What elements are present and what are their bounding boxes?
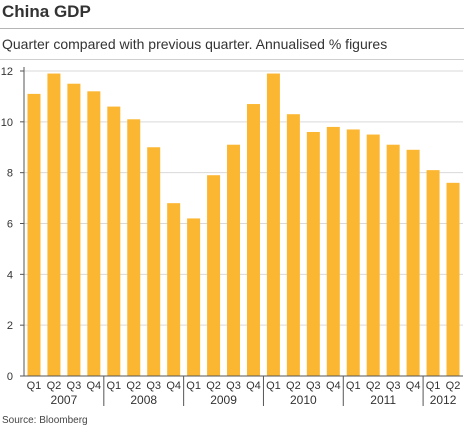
x-tick-label: Q3 bbox=[146, 380, 161, 392]
y-tick-label: 10 bbox=[1, 117, 13, 129]
bar bbox=[167, 203, 181, 376]
bar bbox=[286, 114, 300, 377]
year-label: 2012 bbox=[430, 393, 457, 407]
x-tick-label: Q2 bbox=[286, 380, 301, 392]
source-note: Source: Bloomberg bbox=[2, 415, 88, 426]
bar bbox=[87, 91, 101, 376]
bar bbox=[446, 182, 460, 376]
x-tick-label: Q4 bbox=[86, 380, 101, 392]
bar bbox=[266, 73, 280, 376]
x-tick-label: Q3 bbox=[386, 380, 401, 392]
bar bbox=[127, 119, 141, 376]
bar bbox=[426, 170, 440, 376]
year-label: 2011 bbox=[370, 393, 396, 407]
bar bbox=[386, 144, 400, 376]
bar bbox=[246, 104, 260, 376]
bar bbox=[147, 147, 161, 376]
y-tick-label: 8 bbox=[7, 168, 13, 180]
x-tick-label: Q1 bbox=[106, 380, 121, 392]
y-tick-label: 2 bbox=[7, 320, 13, 332]
bar bbox=[346, 129, 360, 376]
x-tick-label: Q4 bbox=[166, 380, 181, 392]
bar bbox=[306, 132, 320, 376]
bar bbox=[207, 175, 221, 376]
x-tick-label: Q1 bbox=[426, 380, 441, 392]
y-tick-label: 0 bbox=[7, 371, 13, 383]
bar bbox=[326, 126, 340, 376]
y-tick-label: 4 bbox=[7, 269, 13, 281]
x-tick-label: Q1 bbox=[346, 380, 361, 392]
bar bbox=[366, 134, 380, 376]
x-tick-label: Q2 bbox=[126, 380, 141, 392]
axes bbox=[20, 67, 463, 406]
bar bbox=[27, 93, 41, 377]
x-tick-label: Q2 bbox=[47, 380, 62, 392]
bar bbox=[47, 73, 61, 376]
x-tick-label: Q2 bbox=[446, 380, 461, 392]
year-label: 2009 bbox=[210, 393, 237, 407]
x-tick-label: Q4 bbox=[326, 380, 341, 392]
x-tick-label: Q3 bbox=[67, 380, 82, 392]
x-tick-label: Q4 bbox=[406, 380, 421, 392]
year-labels: 2007 2008 2009 2010 2011 2012 bbox=[51, 393, 457, 407]
bars bbox=[27, 73, 460, 377]
bar bbox=[107, 106, 121, 376]
x-tick-label: Q1 bbox=[186, 380, 201, 392]
subtitle-divider bbox=[0, 59, 464, 60]
x-tick-label: Q4 bbox=[246, 380, 261, 392]
year-label: 2010 bbox=[290, 393, 317, 407]
title-divider bbox=[0, 28, 464, 29]
x-tick-labels: Q1 Q2 Q3 Q4 Q1 Q2 Q3 Q4 Q1 Q2 Q3 Q4 Q1 Q2 Q3 Q4 Q1 Q2 Q3 Q4… bbox=[27, 380, 461, 392]
bar bbox=[406, 149, 420, 376]
x-tick-label: Q2 bbox=[366, 380, 381, 392]
chart-title: China GDP bbox=[2, 2, 91, 21]
year-label: 2007 bbox=[51, 393, 78, 407]
x-tick-label: Q2 bbox=[206, 380, 221, 392]
bar bbox=[187, 218, 201, 376]
y-tick-label: 12 bbox=[1, 66, 13, 78]
chart-subtitle: Quarter compared with previous quarter. … bbox=[2, 36, 388, 52]
x-tick-label: Q3 bbox=[226, 380, 241, 392]
x-tick-label: Q1 bbox=[266, 380, 281, 392]
y-tick-label: 6 bbox=[7, 219, 13, 231]
x-tick-label: Q3 bbox=[306, 380, 321, 392]
y-tick-labels: 0 2 4 6 8 10 12 bbox=[1, 66, 13, 383]
year-label: 2008 bbox=[130, 393, 157, 407]
bar bbox=[227, 144, 241, 376]
x-tick-label: Q1 bbox=[27, 380, 42, 392]
bar bbox=[67, 83, 81, 377]
